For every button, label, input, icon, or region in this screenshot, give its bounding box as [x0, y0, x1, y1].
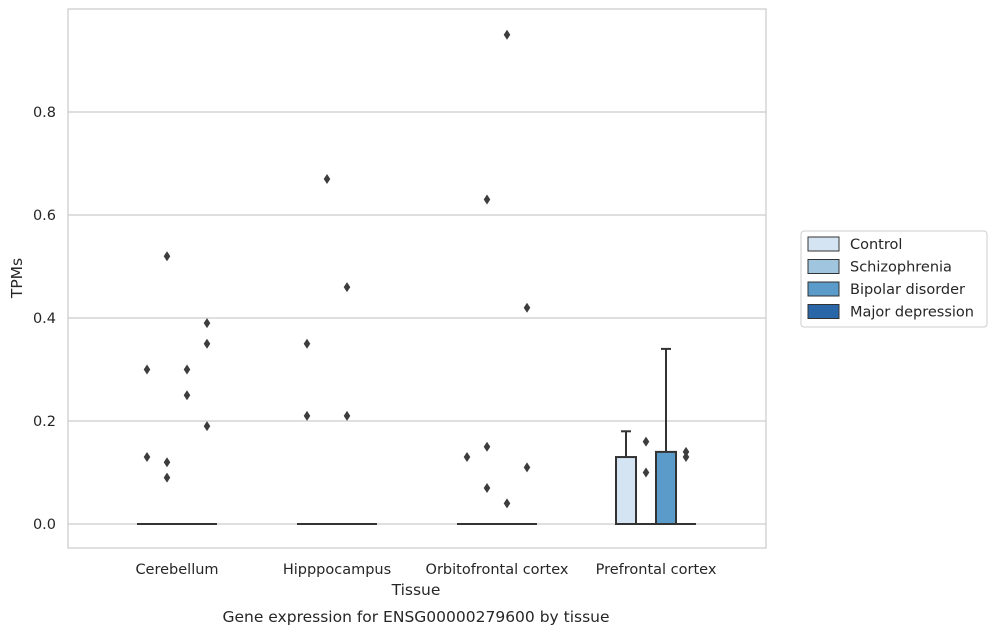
x-tick-labels: Cerebellum Hipppocampus Orbitofrontal cort…: [135, 562, 716, 578]
outlier-point: [523, 302, 531, 313]
y-axis-title: TPMs: [8, 258, 26, 299]
outlier-point: [203, 421, 211, 432]
outlier-point: [143, 364, 151, 375]
outlier-point: [642, 467, 650, 478]
legend-label: Control: [850, 237, 902, 253]
outlier-point: [163, 251, 171, 262]
legend-label: Major depression: [850, 305, 974, 321]
outlier-point: [503, 498, 511, 509]
outlier-point: [642, 436, 650, 447]
y-tick-label: 0.6: [33, 208, 56, 224]
outlier-point: [682, 446, 690, 457]
y-tick-label: 0.0: [33, 517, 56, 533]
x-tick-label: Orbitofrontal cortex: [426, 562, 569, 578]
legend-swatch: [807, 259, 840, 274]
outlier-point: [343, 282, 351, 293]
legend-box: [800, 230, 988, 328]
outlier-point: [483, 194, 491, 205]
plot-frame: [67, 8, 767, 549]
outlier-point: [183, 364, 191, 375]
chart-caption: Gene expression for ENSG00000279600 by t…: [222, 608, 609, 626]
outlier-point: [303, 338, 311, 349]
legend-label: Schizophrenia: [850, 260, 952, 276]
outlier-point: [203, 338, 211, 349]
bar: [615, 456, 637, 525]
legend-swatch: [807, 236, 840, 252]
bar: [655, 450, 677, 525]
error-bars: [621, 347, 671, 458]
legend-swatch: [807, 304, 840, 319]
outlier-points: [143, 29, 690, 509]
outlier-point: [143, 452, 151, 463]
outlier-point: [483, 441, 491, 452]
outlier-point: [163, 457, 171, 468]
legend-label: Bipolar disorder: [850, 282, 965, 298]
legend-swatch: [807, 281, 840, 297]
outlier-point: [203, 318, 211, 329]
x-tick-label: Cerebellum: [135, 562, 218, 578]
x-axis-title: Tissue: [391, 581, 441, 599]
outlier-point: [503, 29, 511, 40]
y-tick-labels: 0.0 0.2 0.4 0.6 0.8: [33, 105, 56, 533]
legend: Control Schizophrenia Bipolar disorder Majo…: [800, 230, 988, 328]
outlier-point: [463, 452, 471, 463]
x-tick-label: Hipppocampus: [283, 562, 391, 578]
outlier-point: [343, 410, 351, 421]
y-tick-label: 0.2: [33, 414, 56, 430]
outlier-point: [682, 452, 690, 463]
outlier-point: [483, 482, 491, 493]
outlier-point: [163, 472, 171, 483]
outlier-point: [323, 173, 331, 184]
outlier-point: [303, 410, 311, 421]
y-tick-label: 0.8: [33, 105, 56, 121]
y-tick-label: 0.4: [33, 311, 56, 327]
outlier-point: [523, 462, 531, 473]
outlier-point: [183, 390, 191, 401]
x-tick-label: Prefrontal cortex: [596, 562, 717, 578]
